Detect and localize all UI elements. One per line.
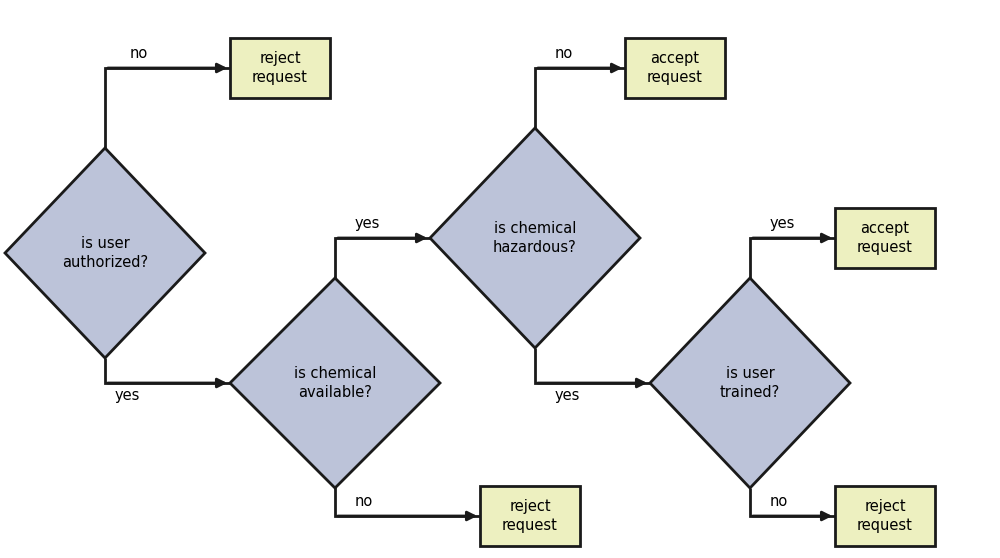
- Text: yes: yes: [115, 388, 140, 403]
- FancyBboxPatch shape: [625, 38, 725, 98]
- FancyBboxPatch shape: [835, 208, 935, 268]
- FancyBboxPatch shape: [835, 486, 935, 546]
- Text: is user
trained?: is user trained?: [720, 366, 780, 400]
- Polygon shape: [650, 278, 850, 488]
- Text: accept
request: accept request: [647, 51, 703, 85]
- Text: yes: yes: [770, 216, 795, 231]
- FancyBboxPatch shape: [480, 486, 580, 546]
- Text: no: no: [355, 494, 373, 509]
- Polygon shape: [430, 128, 640, 348]
- Text: yes: yes: [355, 216, 380, 231]
- Text: is chemical
available?: is chemical available?: [294, 366, 376, 400]
- FancyBboxPatch shape: [230, 38, 330, 98]
- Text: reject
request: reject request: [857, 499, 913, 533]
- Text: reject
request: reject request: [502, 499, 558, 533]
- Text: is user
authorized?: is user authorized?: [62, 236, 148, 270]
- Text: no: no: [770, 494, 788, 509]
- Text: yes: yes: [555, 388, 580, 403]
- Polygon shape: [5, 148, 205, 358]
- Text: is chemical
hazardous?: is chemical hazardous?: [493, 221, 577, 255]
- Text: reject
request: reject request: [252, 51, 308, 85]
- Polygon shape: [230, 278, 440, 488]
- Text: no: no: [130, 46, 148, 61]
- Text: no: no: [555, 46, 573, 61]
- Text: accept
request: accept request: [857, 221, 913, 255]
